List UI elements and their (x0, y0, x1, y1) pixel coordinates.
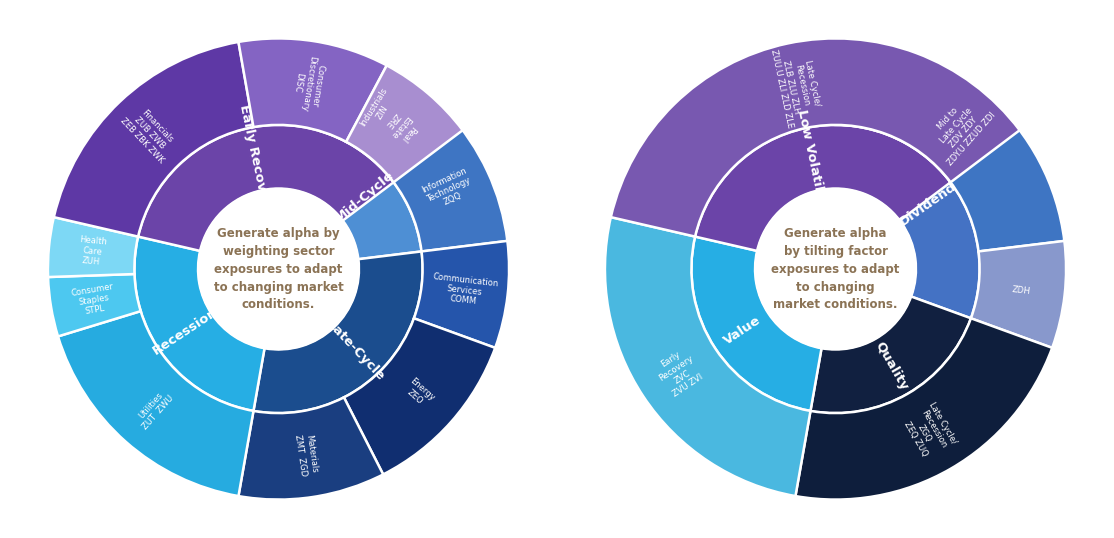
Wedge shape (48, 217, 138, 277)
Text: Financials
ZUB ZWB
ZEB ZBK ZWK: Financials ZUB ZWB ZEB ZBK ZWK (118, 102, 180, 165)
Text: Real
Estate
ZRE: Real Estate ZRE (380, 107, 420, 146)
Text: Generate alpha
by tilting factor
exposures to adapt
to changing
market condition: Generate alpha by tilting factor exposur… (771, 226, 900, 312)
Text: Consumer
Staples
STPL: Consumer Staples STPL (70, 282, 117, 318)
Wedge shape (836, 125, 979, 318)
Text: Mid to
Late Cycle
ZDV ZDY
ZDY.U ZZUD ZDI: Mid to Late Cycle ZDV ZDY ZDY.U ZZUD ZDI (922, 90, 997, 167)
Text: Energy
ZEO: Energy ZEO (401, 376, 437, 410)
Wedge shape (58, 311, 254, 496)
Text: ZDH: ZDH (1012, 285, 1032, 296)
Wedge shape (302, 131, 421, 259)
Wedge shape (254, 251, 422, 413)
Wedge shape (836, 38, 1064, 251)
Text: Early
Recovery
ZVC
ZVU ZVI: Early Recovery ZVC ZVU ZVI (652, 345, 706, 400)
Text: Quality: Quality (872, 339, 911, 393)
Wedge shape (138, 125, 393, 251)
Wedge shape (414, 241, 509, 348)
Text: Health
Care
ZUH: Health Care ZUH (77, 235, 107, 267)
Wedge shape (971, 241, 1066, 348)
Text: Late Cycle/
Recession
ZGQ
ZEQ ZUQ: Late Cycle/ Recession ZGQ ZEQ ZUQ (900, 401, 958, 462)
Text: Materials
ZMT  ZGD: Materials ZMT ZGD (293, 432, 319, 477)
Wedge shape (692, 237, 821, 411)
Wedge shape (384, 112, 507, 251)
Text: Information
Technology
ZQQ: Information Technology ZQQ (420, 166, 477, 214)
Wedge shape (48, 274, 140, 336)
Text: Early Recovery: Early Recovery (237, 103, 273, 215)
Circle shape (755, 188, 916, 350)
Wedge shape (811, 296, 971, 413)
Wedge shape (795, 318, 1052, 500)
Text: Industrials
ZIN: Industrials ZIN (358, 86, 398, 134)
Text: Consumer
Discretionary
DISC: Consumer Discretionary DISC (289, 54, 326, 114)
Text: Mid-Cycle: Mid-Cycle (332, 168, 397, 225)
Text: Low Volatility: Low Volatility (795, 108, 829, 210)
Wedge shape (344, 318, 495, 475)
Text: Generate alpha by
weighting sector
exposures to adapt
to changing market
conditi: Generate alpha by weighting sector expos… (214, 226, 343, 312)
Text: Value: Value (721, 314, 763, 348)
Text: Dividend: Dividend (897, 180, 958, 229)
Wedge shape (53, 42, 254, 237)
Wedge shape (321, 48, 447, 171)
Wedge shape (238, 398, 383, 500)
Wedge shape (605, 217, 811, 496)
Wedge shape (695, 125, 950, 251)
Wedge shape (238, 38, 387, 141)
Wedge shape (610, 38, 1019, 237)
Wedge shape (346, 66, 462, 182)
Text: Communication
Services
COMM: Communication Services COMM (430, 272, 499, 309)
Text: Late Cycle/
Recession
ZLB ZLU ZLH
ZUU.U ZLI ZLD ZLE: Late Cycle/ Recession ZLB ZLU ZLH ZUU.U … (769, 43, 824, 129)
Text: Late-Cycle: Late-Cycle (324, 317, 388, 383)
Text: Utilities
ZUT  ZWU: Utilities ZUT ZWU (133, 387, 176, 431)
Wedge shape (135, 237, 264, 411)
Circle shape (198, 188, 359, 350)
Text: Recession: Recession (150, 305, 219, 357)
